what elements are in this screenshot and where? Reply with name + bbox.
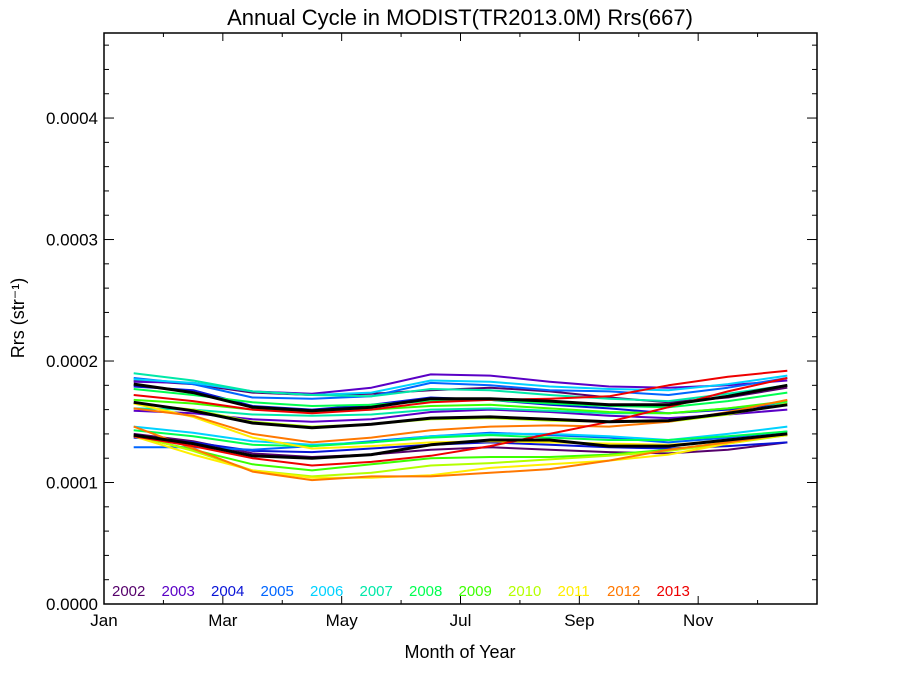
legend-item-2003: 2003: [162, 583, 195, 600]
mean-line: [133, 400, 788, 430]
series-line-2003: [133, 408, 788, 423]
y-tick-label: 0.0003: [46, 231, 98, 250]
y-tick-label: 0.0001: [46, 474, 98, 493]
x-axis-label: Month of Year: [404, 642, 515, 662]
x-tick-label: Jul: [450, 611, 472, 630]
mean-line: [133, 432, 788, 460]
series-line-2013: [133, 369, 788, 415]
y-axis: 0.0000 0.0001 0.0002 0.0003 0.0004: [46, 44, 817, 614]
series-line-2008: [133, 429, 788, 448]
legend-item-2009: 2009: [459, 583, 492, 600]
x-tick-label: Jan: [90, 611, 117, 630]
legend-item-2002: 2002: [112, 583, 145, 600]
y-tick-label: 0.0002: [46, 352, 98, 371]
series-line-2005: [133, 377, 788, 400]
x-tick-label: Sep: [564, 611, 594, 630]
legend-item-2011: 2011: [558, 583, 590, 600]
series-line-2007: [133, 372, 788, 403]
y-axis-label: Rrs (str⁻¹): [8, 278, 28, 358]
x-tick-label: Mar: [208, 611, 238, 630]
legend: 2002 2003 2004 2005 2006 2007 2008 2009 2010 2011…: [112, 583, 690, 600]
mean-lines: [133, 382, 788, 460]
chart-title: Annual Cycle in MODIST(TR2013.0M) Rrs(66…: [227, 5, 693, 30]
x-axis: Jan Mar May Jul Sep Nov: [90, 33, 759, 630]
legend-item-2006: 2006: [310, 583, 343, 600]
legend-item-2005: 2005: [261, 583, 294, 600]
series-lines: [133, 369, 788, 482]
legend-item-2013: 2013: [657, 583, 690, 600]
series-line-2012: [133, 425, 788, 482]
y-tick-label: 0.0000: [46, 595, 98, 614]
legend-item-2010: 2010: [508, 583, 541, 600]
legend-item-2007: 2007: [360, 583, 393, 600]
y-tick-label: 0.0004: [46, 109, 98, 128]
legend-item-2008: 2008: [409, 583, 442, 600]
x-tick-label: Nov: [683, 611, 714, 630]
mean-line: [133, 382, 788, 413]
plot-frame: [103, 32, 818, 605]
legend-item-2012: 2012: [607, 583, 640, 600]
legend-item-2004: 2004: [211, 583, 244, 600]
x-tick-label: May: [326, 611, 359, 630]
